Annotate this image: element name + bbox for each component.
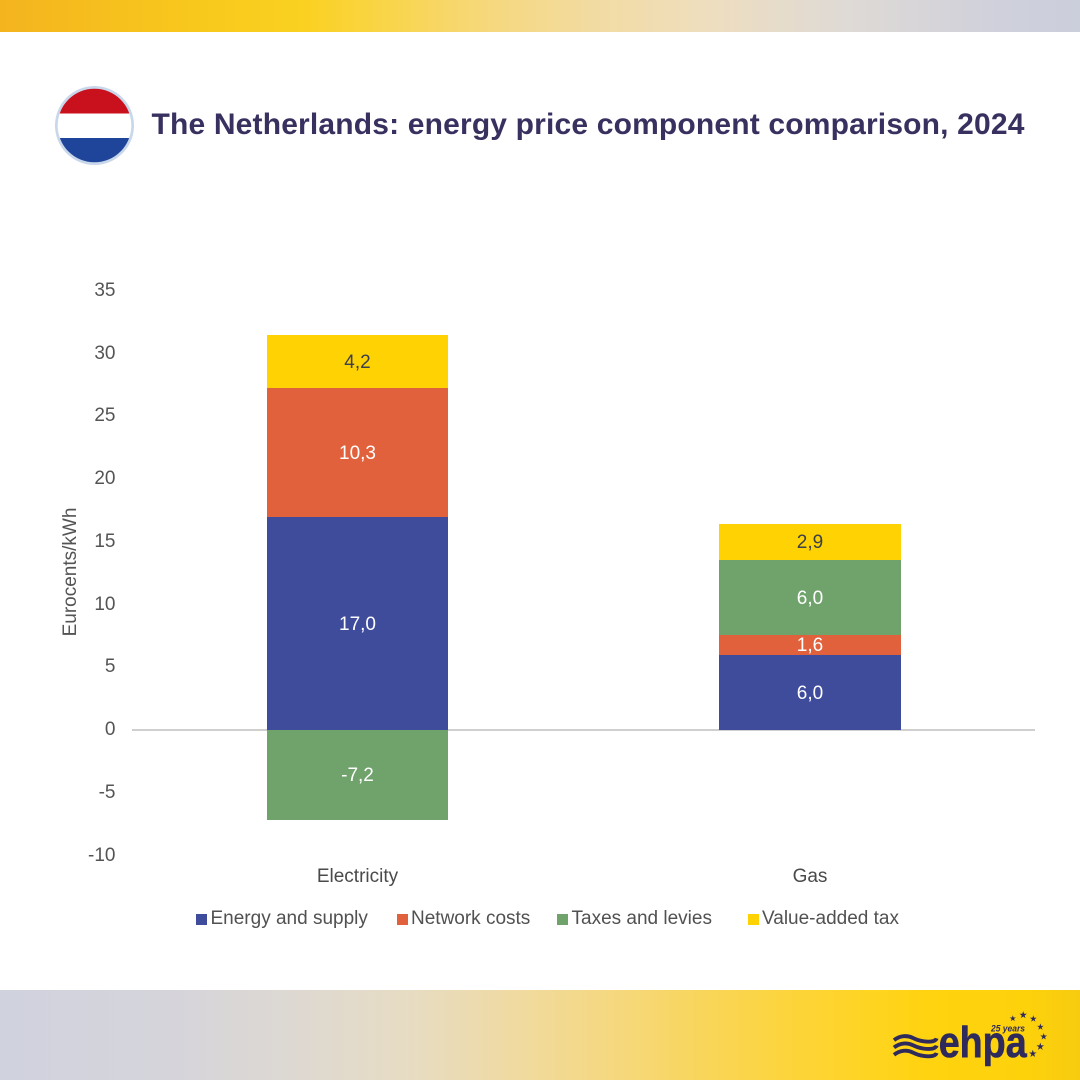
svg-text:25 years: 25 years <box>990 1024 1025 1035</box>
svg-text:ehpa: ehpa <box>939 1018 1027 1067</box>
